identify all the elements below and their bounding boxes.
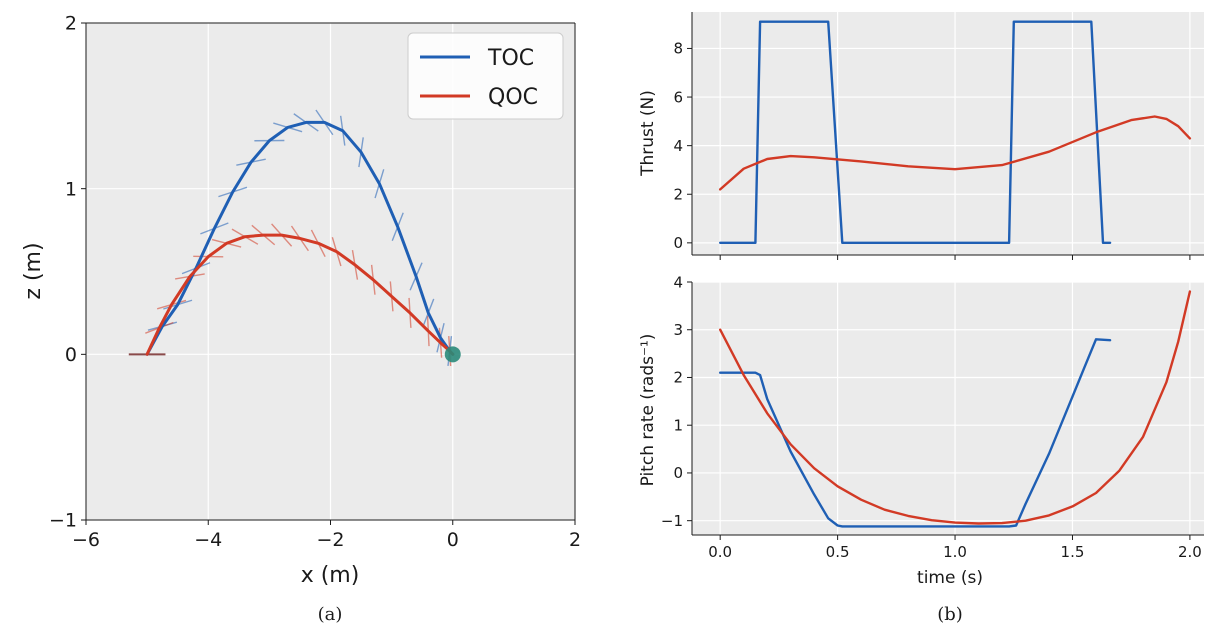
trajectory-x-tick-label: 2 bbox=[569, 529, 581, 551]
thrust-y-tick-label: 8 bbox=[673, 40, 683, 58]
thrust-gridlines bbox=[692, 12, 1204, 255]
pitch-rate-y-tick-label: 4 bbox=[673, 273, 683, 291]
thrust-ticks: 0 2 4 6 8 bbox=[673, 12, 1204, 260]
thrust-series bbox=[719, 20, 1192, 245]
thrust-plot: 0 2 4 6 8 Thrust (N) bbox=[638, 12, 1204, 260]
thrust-y-tick-label: 2 bbox=[673, 186, 683, 204]
thrust-series-qoc bbox=[719, 115, 1192, 191]
pitch-rate-x-label: time (s) bbox=[917, 568, 983, 588]
trajectory-y-tick-label: 2 bbox=[65, 13, 77, 35]
pitch-rate-y-tick-label: 0 bbox=[673, 464, 683, 482]
trajectory-x-tick-label: 0 bbox=[447, 529, 459, 551]
trajectory-series-toc bbox=[145, 120, 455, 356]
thrust-y-tick-label: 4 bbox=[673, 137, 683, 155]
pitch-rate-y-tick-label: 1 bbox=[673, 416, 683, 434]
pitch-rate-y-tick-label: 2 bbox=[673, 369, 683, 387]
pitch-rate-plot: −1 0 1 2 3 4 0.0 0.5 1.0 1.5 2.0 time (s) Pitch ra… bbox=[638, 273, 1204, 625]
thrust-y-label: Thrust (N) bbox=[638, 90, 658, 177]
trajectory-y-label: z (m) bbox=[21, 242, 46, 299]
pitch-rate-x-tick-label: 1.0 bbox=[943, 543, 967, 561]
caption-a: (a) bbox=[318, 604, 343, 625]
goal-marker bbox=[444, 346, 461, 363]
thrust-plot-area bbox=[692, 12, 1204, 255]
legend-box bbox=[407, 32, 564, 120]
trajectory-legend: TOC QOC bbox=[407, 32, 564, 120]
thrust-y-tick-label: 6 bbox=[673, 88, 683, 106]
pitch-rate-plot-area bbox=[692, 282, 1204, 535]
trajectory-y-tick-label: 1 bbox=[65, 178, 77, 200]
pitch-rate-y-tick-label: 3 bbox=[673, 321, 683, 339]
pitch-rate-series-qoc bbox=[719, 290, 1192, 525]
trajectory-x-tick-label: −6 bbox=[72, 529, 100, 551]
trajectory-y-tick-label: 0 bbox=[65, 344, 77, 366]
trajectory-x-tick-label: −2 bbox=[316, 529, 344, 551]
trajectory-series-qoc bbox=[145, 233, 455, 356]
pitch-rate-series bbox=[719, 290, 1192, 528]
pitch-rate-ticks: −1 0 1 2 3 4 0.0 0.5 1.0 1.5 2.0 bbox=[661, 273, 1204, 561]
trajectory-series bbox=[145, 120, 461, 363]
pitch-rate-x-tick-label: 1.5 bbox=[1061, 543, 1085, 561]
trajectory-plot: −1 0 1 2 −6 −4 −2 0 2 x (m) z (m) TOC QOC (a) bbox=[21, 13, 581, 625]
trajectory-x-label: x (m) bbox=[301, 563, 360, 588]
legend-toc-label: TOC bbox=[487, 46, 534, 71]
thrust-y-tick-label: 0 bbox=[673, 234, 683, 252]
trajectory-x-tick-label: −4 bbox=[194, 529, 222, 551]
pitch-rate-y-label: Pitch rate (rads⁻¹) bbox=[638, 334, 658, 487]
pitch-rate-x-tick-label: 2.0 bbox=[1178, 543, 1202, 561]
pitch-rate-y-tick-label: −1 bbox=[661, 512, 683, 530]
pitch-rate-series-toc bbox=[719, 338, 1112, 528]
legend-qoc-label: QOC bbox=[488, 85, 538, 110]
pitch-rate-x-tick-label: 0.0 bbox=[708, 543, 732, 561]
pitch-rate-x-tick-label: 0.5 bbox=[826, 543, 850, 561]
caption-b: (b) bbox=[937, 604, 963, 625]
trajectory-ticks: −1 0 1 2 −6 −4 −2 0 2 bbox=[49, 13, 581, 551]
trajectory-y-tick-label: −1 bbox=[49, 510, 77, 532]
